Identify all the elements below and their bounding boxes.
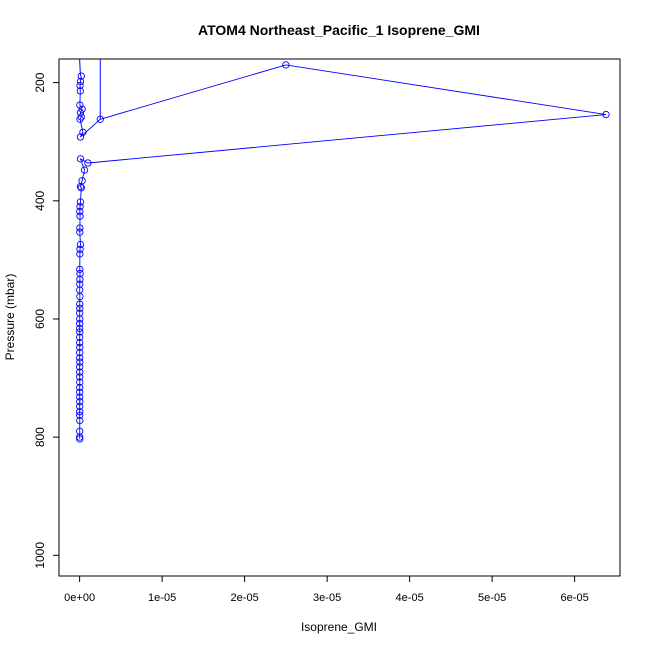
data-point: [76, 269, 84, 278]
data-point: [76, 203, 84, 211]
data-point: [76, 320, 84, 328]
data-point: [76, 338, 84, 347]
data-point: [76, 373, 84, 381]
data-point: [84, 159, 92, 167]
y-tick-label: 600: [33, 309, 47, 329]
series-line: [79, 64, 607, 439]
plot-area: [76, 58, 610, 443]
y-axis-label: Pressure (mbar): [3, 274, 17, 361]
data-point: [76, 363, 84, 371]
y-tick-label: 200: [33, 72, 47, 92]
y-tick-label: 1000: [33, 542, 47, 569]
data-point: [77, 72, 85, 80]
data-point: [77, 184, 85, 192]
y-tick-label: 800: [33, 427, 47, 447]
data-point: [76, 378, 84, 386]
data-point: [76, 300, 84, 308]
data-point: [76, 349, 84, 357]
data-point: [76, 383, 84, 392]
chart-title: ATOM4 Northeast_Pacific_1 Isoprene_GMI: [198, 22, 480, 38]
data-point: [76, 315, 84, 323]
x-tick-label: 2e-05: [231, 592, 259, 604]
data-point: [76, 212, 84, 220]
data-point: [76, 155, 85, 163]
data-point: [76, 343, 84, 351]
x-axis: 0e+00 1e-05 2e-05 3e-05 4e-05 5e-05 6e-05: [64, 575, 589, 604]
x-tick-label: 3e-05: [313, 592, 341, 604]
data-point: [76, 101, 84, 109]
y-tick-label: 400: [33, 190, 47, 210]
data-point: [76, 133, 85, 141]
data-point: [76, 309, 84, 317]
data-point: [76, 354, 84, 362]
data-point: [76, 245, 84, 253]
plot-frame: [58, 58, 621, 577]
data-point: [76, 198, 85, 206]
data-point: [76, 292, 84, 301]
data-point: [76, 324, 84, 333]
data-point: [76, 228, 84, 236]
data-point: [76, 435, 84, 443]
data-point: [76, 275, 84, 284]
data-point: [76, 87, 84, 95]
data-point: [80, 166, 89, 174]
data-point: [78, 105, 86, 113]
data-point: [76, 368, 84, 376]
x-axis-label: Isoprene_GMI: [301, 620, 377, 634]
data-point: [76, 398, 84, 406]
data-point: [602, 110, 610, 119]
data-point: [76, 328, 84, 336]
data-point: [76, 411, 84, 419]
data-point: [76, 358, 84, 366]
data-point: [76, 388, 84, 396]
x-tick-label: 4e-05: [396, 592, 424, 604]
data-point: [76, 224, 84, 232]
data-point: [76, 427, 84, 435]
data-point: [76, 433, 84, 441]
data-point: [76, 402, 84, 411]
data-point: [76, 240, 85, 249]
data-point: [76, 81, 84, 90]
data-point: [76, 265, 84, 273]
data-point: [76, 333, 84, 341]
data-point: [76, 77, 85, 86]
x-tick-label: 1e-05: [148, 592, 176, 604]
data-point: [76, 304, 84, 312]
data-point: [76, 393, 84, 401]
data-point: [76, 416, 84, 425]
x-tick-label: 5e-05: [478, 592, 506, 604]
data-point: [76, 182, 85, 191]
data-point: [76, 207, 84, 216]
data-point: [76, 280, 84, 288]
y-axis: 200 400 600 800 1000: [33, 72, 60, 569]
data-point: [76, 408, 84, 416]
x-tick-label: 6e-05: [561, 592, 589, 604]
data-point: [76, 250, 84, 258]
x-tick-label: 0e+00: [64, 592, 95, 604]
data-point: [96, 115, 104, 123]
data-point: [282, 61, 290, 69]
data-point: [76, 115, 84, 123]
